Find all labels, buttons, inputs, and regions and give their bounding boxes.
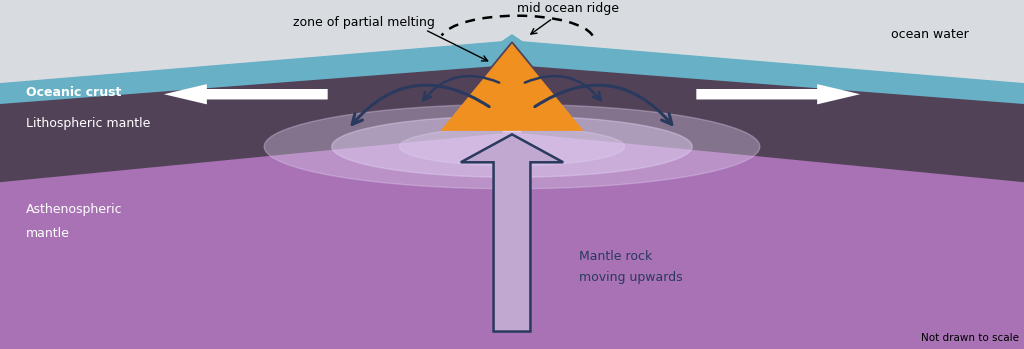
Text: Oceanic crust: Oceanic crust [26, 86, 121, 99]
Text: Not drawn to scale: Not drawn to scale [921, 333, 1019, 343]
Polygon shape [461, 134, 563, 332]
Polygon shape [0, 0, 1024, 84]
Text: Mantle rock: Mantle rock [579, 250, 652, 263]
Text: Asthenospheric: Asthenospheric [26, 203, 122, 216]
Ellipse shape [264, 104, 760, 189]
Text: zone of partial melting: zone of partial melting [293, 16, 434, 29]
Text: ocean water: ocean water [891, 28, 969, 42]
FancyArrow shape [696, 84, 860, 104]
Polygon shape [0, 133, 1024, 349]
Ellipse shape [399, 127, 625, 166]
FancyArrow shape [164, 84, 328, 104]
Text: mid ocean ridge: mid ocean ridge [517, 2, 620, 15]
Text: Lithospheric mantle: Lithospheric mantle [26, 117, 150, 131]
Polygon shape [379, 42, 512, 133]
Ellipse shape [332, 116, 692, 177]
Polygon shape [0, 66, 502, 181]
Polygon shape [440, 44, 584, 131]
Polygon shape [512, 42, 645, 133]
Text: mantle: mantle [26, 227, 70, 240]
Text: moving upwards: moving upwards [579, 271, 682, 284]
Polygon shape [522, 66, 1024, 181]
Polygon shape [0, 35, 1024, 105]
